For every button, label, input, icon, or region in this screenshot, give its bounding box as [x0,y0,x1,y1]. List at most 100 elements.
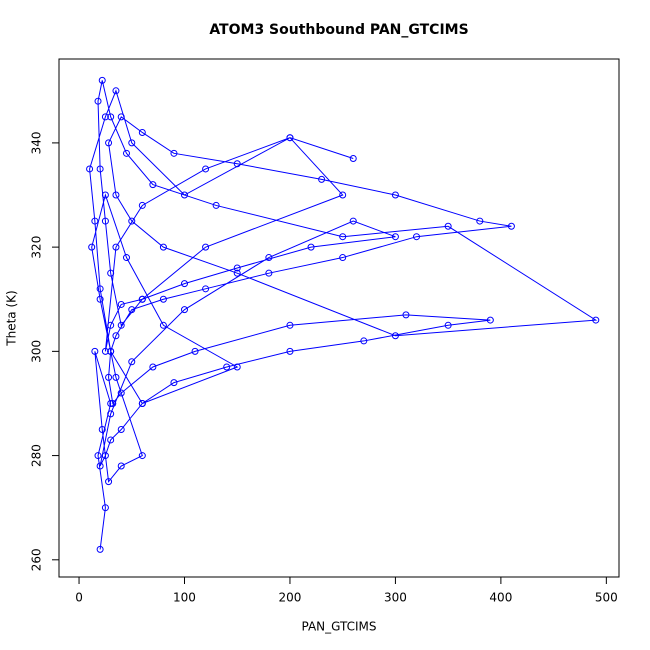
data-point [96,462,104,470]
data-point [138,295,146,303]
data-point [107,436,115,444]
data-point [476,217,484,225]
y-tick-label: 300 [30,340,44,363]
data-point [413,233,421,241]
data-point [170,379,178,387]
data-point [101,113,109,121]
data-point [91,347,99,355]
data-point [402,311,410,319]
data-point [96,285,104,293]
data-point [339,254,347,262]
x-tick-label: 400 [489,591,512,605]
data-point [96,165,104,173]
data-point [138,399,146,407]
y-tick-label: 280 [30,444,44,467]
data-point [339,191,347,199]
data-point [391,191,399,199]
data-point [444,321,452,329]
data-point [128,217,136,225]
data-point [191,347,199,355]
x-axis-label: PAN_GTCIMS [301,620,376,634]
data-point [101,347,109,355]
data-line [89,80,598,550]
data-point [391,332,399,340]
data-point [101,217,109,225]
data-point [286,134,294,142]
plot-frame [58,58,620,578]
data-point [117,113,125,121]
data-point [107,347,115,355]
data-point [170,149,178,157]
data-point [117,321,125,329]
data-point [444,222,452,230]
data-point [117,462,125,470]
data-point [105,478,113,486]
data-point [138,201,146,209]
data-point [233,363,241,371]
data-point [212,201,220,209]
data-point [94,452,102,460]
data-point [117,426,125,434]
data-point [180,191,188,199]
data-point [202,285,210,293]
data-point [360,337,368,345]
data-point [265,254,273,262]
data-point [112,243,120,251]
data-point [107,113,115,121]
data-point [265,269,273,277]
data-point [318,175,326,183]
data-point [96,545,104,553]
data-point [286,321,294,329]
data-point [88,243,96,251]
data-point [486,316,494,324]
data-point [149,363,157,371]
data-point [202,243,210,251]
data-point [592,316,600,324]
data-point [112,191,120,199]
data-point [107,399,115,407]
data-point [202,165,210,173]
x-tick-label: 0 [75,591,83,605]
y-axis-label: Theta (K) [5,290,19,346]
data-point [128,139,136,147]
y-tick-label: 340 [30,131,44,154]
data-point [96,295,104,303]
y-tick-label: 320 [30,236,44,259]
data-point [98,76,106,84]
data-point [223,363,231,371]
x-tick-label: 100 [173,591,196,605]
data-point [138,128,146,136]
data-point [507,222,515,230]
data-point [233,160,241,168]
x-tick-label: 500 [595,591,618,605]
data-point [112,332,120,340]
data-point [112,373,120,381]
data-point [149,181,157,189]
y-tick-label: 260 [30,548,44,571]
data-point [107,321,115,329]
data-point [128,358,136,366]
data-point [109,399,117,407]
data-point [101,191,109,199]
data-point [391,233,399,241]
data-point [349,155,357,163]
data-point [339,233,347,241]
data-point [128,306,136,314]
x-tick-label: 200 [279,591,302,605]
data-point [349,217,357,225]
data-point [117,389,125,397]
data-point [86,165,94,173]
data-point [122,254,130,262]
data-point [159,295,167,303]
data-point [94,97,102,105]
data-point [107,269,115,277]
data-point [101,504,109,512]
data-point [307,243,315,251]
data-point [105,139,113,147]
data-point [98,426,106,434]
data-point [180,306,188,314]
chart-title: ATOM3 Southbound PAN_GTCIMS [209,22,468,38]
data-point [91,217,99,225]
